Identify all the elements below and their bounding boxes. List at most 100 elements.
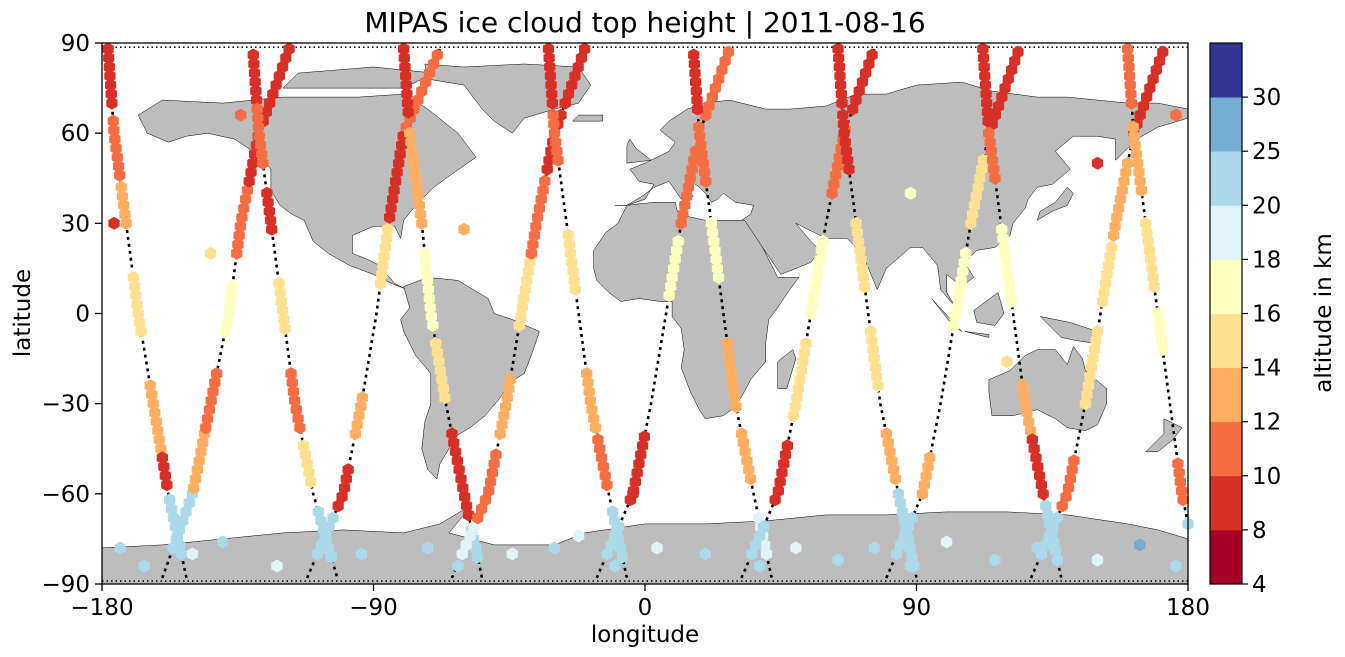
cloud-point-674 bbox=[1170, 108, 1182, 122]
cloud-point-612 bbox=[1125, 87, 1137, 101]
cloud-point-36 bbox=[159, 469, 171, 483]
cloud-point-117 bbox=[278, 313, 290, 326]
cloud-point-34 bbox=[156, 451, 168, 465]
cloud-point-26 bbox=[144, 379, 156, 393]
cloud-point-532 bbox=[996, 222, 1008, 236]
cloud-point-112 bbox=[266, 222, 278, 236]
cloud-point-33 bbox=[155, 442, 167, 456]
cloud-point-9 bbox=[109, 132, 121, 146]
cloud-point-362 bbox=[696, 147, 708, 161]
cloud-point-290 bbox=[562, 228, 574, 242]
cloud-point-643 bbox=[186, 547, 199, 561]
cloud-point-527 bbox=[984, 135, 996, 149]
cloud-point-580 bbox=[1091, 325, 1104, 338]
cloud-point-22 bbox=[131, 298, 143, 311]
cloud-point-619 bbox=[1133, 165, 1145, 179]
cloud-point-72 bbox=[231, 246, 243, 260]
cloud-point-200 bbox=[421, 273, 434, 287]
cloud-point-588 bbox=[1108, 228, 1120, 242]
cloud-point-35 bbox=[158, 460, 170, 474]
cloud-point-283 bbox=[546, 96, 558, 110]
cloud-point-189 bbox=[407, 153, 419, 167]
cloud-point-596 bbox=[1122, 156, 1134, 170]
cloud-point-641 bbox=[114, 541, 126, 555]
cloud-point-535 bbox=[999, 249, 1011, 263]
cloud-point-211 bbox=[437, 382, 449, 396]
cloud-point-447 bbox=[840, 144, 853, 158]
cloud-point-453 bbox=[854, 243, 866, 257]
cloud-point-208 bbox=[433, 355, 445, 369]
cloud-point-253 bbox=[524, 255, 536, 269]
cloud-point-205 bbox=[427, 319, 439, 332]
cloud-point-516 bbox=[1012, 45, 1024, 59]
cloud-point-632 bbox=[1154, 325, 1166, 338]
cloud-point-303 bbox=[589, 421, 602, 435]
cloud-point-484 bbox=[906, 511, 918, 525]
landmass-13 bbox=[626, 138, 652, 164]
cloud-point-329 bbox=[665, 280, 677, 293]
cloud-point-419 bbox=[815, 243, 828, 257]
cloud-point-652 bbox=[609, 559, 621, 573]
cloud-point-492 bbox=[951, 301, 963, 314]
cloud-point-621 bbox=[1135, 183, 1147, 197]
y-axis-label: latitude bbox=[10, 269, 36, 357]
cloud-point-3 bbox=[104, 69, 116, 83]
landmass-3 bbox=[614, 81, 1189, 308]
cloud-point-365 bbox=[700, 174, 712, 188]
cloud-point-292 bbox=[565, 246, 577, 260]
cloud-point-582 bbox=[1098, 286, 1110, 299]
cloud-point-146 bbox=[342, 463, 354, 477]
cloud-point-243 bbox=[501, 391, 513, 405]
cloud-point-415 bbox=[809, 280, 822, 293]
cloud-point-69 bbox=[224, 298, 236, 311]
cloud-point-626 bbox=[1145, 252, 1157, 266]
cloud-point-664 bbox=[1134, 538, 1146, 552]
cloud-point-6 bbox=[106, 96, 118, 110]
y-tick-label: −60 bbox=[41, 482, 90, 508]
colorbar-band bbox=[1210, 259, 1242, 314]
cloud-point-531 bbox=[989, 171, 1001, 185]
cloud-point-614 bbox=[1127, 120, 1139, 134]
cloud-point-494 bbox=[954, 283, 966, 296]
cloud-point-130 bbox=[305, 475, 317, 489]
landmass-4 bbox=[593, 202, 800, 419]
colorbar-band bbox=[1210, 529, 1242, 585]
y-axis: −90 −60 −30 0 30 60 90 bbox=[41, 31, 102, 598]
cloud-point-585 bbox=[1102, 258, 1115, 272]
cloud-point-166 bbox=[394, 147, 406, 161]
cloud-point-530 bbox=[988, 162, 1000, 176]
landmass-14 bbox=[571, 114, 604, 122]
cloud-point-118 bbox=[279, 322, 291, 335]
colorbar-band bbox=[1210, 205, 1242, 260]
cloud-point-153 bbox=[376, 267, 388, 281]
cloud-point-104 bbox=[253, 129, 265, 143]
cloud-point-658 bbox=[868, 541, 880, 555]
cloud-point-408 bbox=[795, 364, 807, 378]
cloud-point-451 bbox=[851, 225, 863, 239]
cloud-point-111 bbox=[264, 213, 277, 227]
cloud-point-296 bbox=[569, 283, 581, 296]
cloud-point-277 bbox=[542, 42, 555, 56]
cloud-point-667 bbox=[458, 222, 470, 236]
cloud-point-624 bbox=[1142, 234, 1154, 248]
cloud-point-449 bbox=[843, 162, 855, 176]
cloud-point-256 bbox=[528, 228, 540, 242]
cloud-point-25 bbox=[135, 325, 147, 338]
cloud-point-572 bbox=[1079, 397, 1092, 411]
cloud-point-411 bbox=[800, 337, 812, 351]
cloud-point-238 bbox=[490, 448, 502, 462]
cloud-point-327 bbox=[638, 430, 650, 444]
cloud-point-386 bbox=[745, 472, 757, 486]
cloud-point-402 bbox=[781, 439, 793, 453]
cloud-point-197 bbox=[419, 246, 431, 260]
cloud-point-203 bbox=[424, 301, 436, 314]
cloud-point-97 bbox=[248, 66, 261, 80]
cloud-point-409 bbox=[797, 355, 809, 369]
cloud-point-309 bbox=[601, 478, 613, 492]
cloud-point-14 bbox=[115, 180, 127, 194]
cloud-point-278 bbox=[543, 51, 555, 65]
cloud-point-178 bbox=[398, 42, 410, 56]
colorbar-tick-label: 30 bbox=[1252, 85, 1281, 111]
cloud-point-96 bbox=[248, 57, 260, 71]
cloud-point-15 bbox=[116, 189, 129, 203]
